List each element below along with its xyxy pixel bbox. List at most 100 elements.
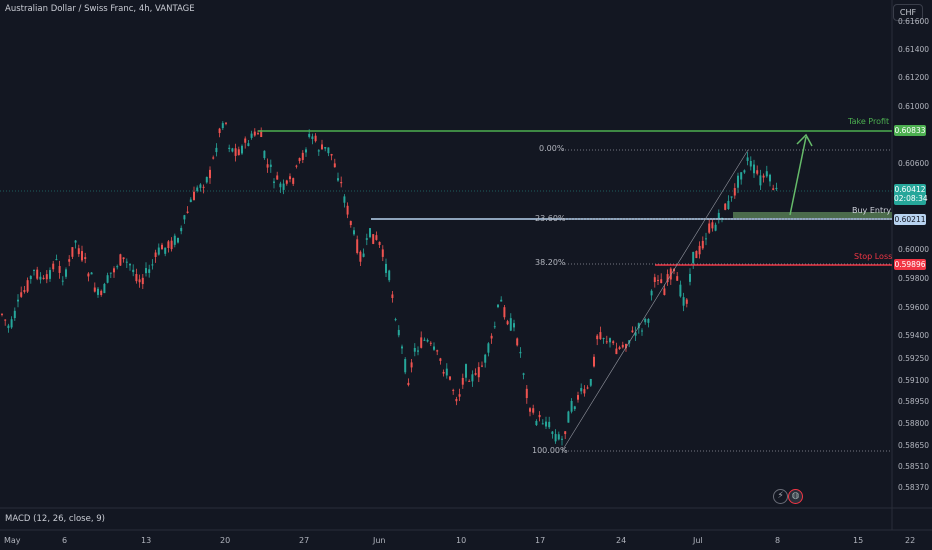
candle-body [122,257,125,260]
candle-body [404,359,407,373]
time-tick-label: Jun [373,536,386,545]
candle-body [746,157,749,161]
candle-body [535,420,538,426]
candle-body [637,323,640,329]
candle-body [605,341,608,343]
candle-body [68,259,71,262]
candle-body [250,133,253,138]
candle-body [116,266,119,268]
candle-body [228,147,231,149]
candle-body [205,176,208,183]
candle-body [215,147,218,153]
candle-body [538,414,541,418]
candle-body [74,240,77,243]
candle-body [490,335,493,339]
candle-body [509,318,512,331]
candle-body [321,144,323,150]
candle-body [554,434,557,442]
candle-body [471,374,474,382]
candle-body [759,175,762,186]
candle-body [151,264,154,266]
candle-body [241,145,243,154]
candle-body [183,215,186,220]
time-tick-label: 22 [905,536,916,545]
candle-body [586,387,589,389]
currency-button[interactable]: CHF [893,4,923,21]
candle-body [244,138,247,143]
candle-body [39,276,42,280]
take-profit-price-tag: 0.60833 [894,125,926,136]
candle-body [564,431,567,435]
candle-body [148,269,151,273]
lightning-icon[interactable]: ⚡ [773,489,788,504]
candle-body [468,380,471,382]
fib-level-23: 23.60% [535,214,566,223]
candle-body [269,164,272,167]
price-tick-label: 0.61000 [898,102,930,111]
candle-body [324,146,327,149]
candle-body [55,259,58,261]
time-tick-label: May [4,536,21,545]
time-tick-label: 15 [853,536,864,545]
candle-body [90,272,93,275]
candle-body [634,332,637,336]
candle-body [100,290,103,295]
candle-body [506,321,509,325]
candle-body [391,294,394,299]
candle-body [513,323,515,328]
candle-body [426,339,429,342]
candle-body [753,164,755,174]
candle-body [740,172,743,180]
candle-body [29,276,32,280]
candle-body [593,356,595,367]
candle-body [458,394,461,397]
current-price: 0.60412 [894,185,926,194]
candle-body [301,152,304,160]
candle-body [573,406,576,410]
candle-body [487,343,490,353]
candle-body [436,350,439,352]
buy-entry-label: Buy Entry [852,206,892,215]
candle-body [1,313,3,315]
candle-body [423,339,426,341]
candle-body [260,130,263,138]
candle-body [679,284,682,297]
candle-body [199,184,202,188]
candle-body [727,200,730,209]
candle-body [589,378,592,386]
candle-body [138,279,141,283]
candle-body [17,299,19,302]
candle-body [676,276,679,281]
candle-body [305,149,307,153]
target-arrow [789,136,807,216]
candle-body [708,223,711,233]
candle-body [247,143,250,147]
candle-body [465,364,467,378]
candle-body [209,169,211,179]
candle-body [353,230,355,235]
candle-body [346,205,349,215]
time-tick-label: 8 [775,536,781,545]
candle-body [577,395,579,400]
candle-body [113,268,115,273]
time-tick-label: 10 [456,536,467,545]
candle-body [682,297,685,306]
candle-body [154,252,157,257]
candle-body [359,251,362,262]
candle-body [660,279,663,284]
candle-body [106,275,109,283]
candle-body [129,263,131,266]
candle-body [180,227,183,232]
candle-body [378,241,381,245]
candle-body [692,251,695,264]
candle-body [23,290,26,292]
candle-body [413,347,416,352]
candle-body [10,319,13,328]
candle-body [481,365,483,367]
candle-body [295,165,298,167]
candle-body [212,157,215,159]
symbol-title: Australian Dollar / Swiss Franc, 4h, VAN… [5,4,195,14]
indicator-icon[interactable]: ◍ [788,489,803,504]
candle-body [410,362,413,368]
